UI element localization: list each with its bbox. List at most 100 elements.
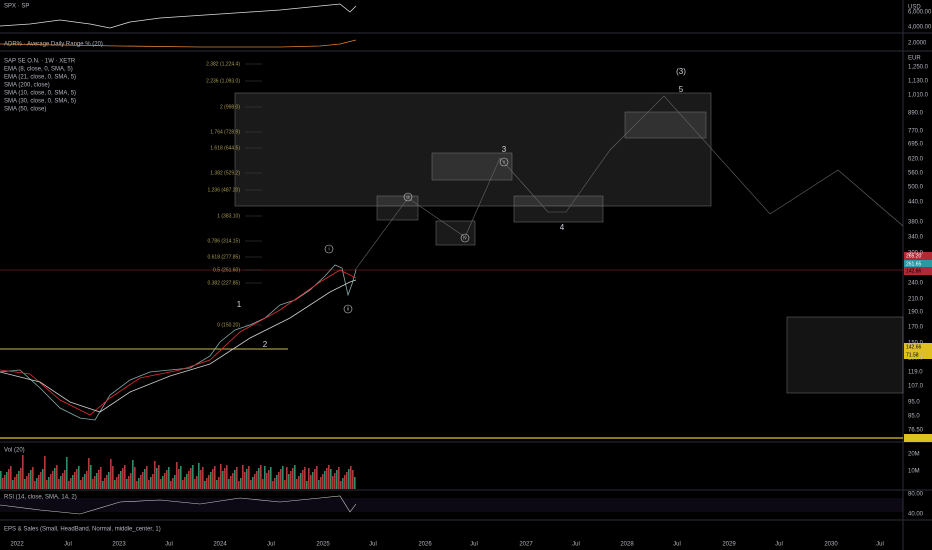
fib-label: 1.764 (728.9) xyxy=(210,129,240,135)
volume-bar xyxy=(174,475,176,489)
axis-tick: 500.0 xyxy=(908,185,924,191)
volume-bar xyxy=(28,473,30,489)
volume-bar xyxy=(88,458,90,489)
volume-bar xyxy=(234,470,236,489)
volume-bar xyxy=(22,455,24,489)
fib-label: 0 (150.20) xyxy=(217,322,240,328)
axis-tick: 340.0 xyxy=(908,235,924,241)
volume-bar xyxy=(26,476,28,489)
volume-bar xyxy=(304,467,306,489)
volume-bar xyxy=(346,472,348,489)
volume-bar xyxy=(6,472,8,489)
price-badge: 261.65 xyxy=(906,261,922,267)
fib-label: 0.618 (277.85) xyxy=(207,254,240,260)
volume-bar xyxy=(232,473,234,489)
axis-tick: 1,250.0 xyxy=(908,65,929,71)
wave-label: i xyxy=(328,246,329,252)
volume-bar xyxy=(298,476,300,489)
time-tick: Jul xyxy=(876,542,884,548)
wave-label: 5 xyxy=(679,85,684,94)
price-badge: 265.20 xyxy=(906,253,922,259)
volume-bar xyxy=(20,468,22,489)
axis-tick: 4,000.00 xyxy=(908,25,932,31)
volume-bar xyxy=(184,477,186,489)
time-tick: 2023 xyxy=(112,542,126,548)
volume-bar xyxy=(314,469,316,489)
badges xyxy=(904,252,932,442)
fib-label: 2.236 (1,093.0) xyxy=(206,78,240,84)
volume-bar xyxy=(198,463,200,489)
axis-unit: EUR xyxy=(908,56,921,62)
fib-label: 0.786 (314.15) xyxy=(207,238,240,244)
volume-bar xyxy=(322,474,324,489)
fib-label: 1.236 (487.20) xyxy=(207,187,240,193)
volume-bar xyxy=(320,477,322,489)
volume-bar xyxy=(116,477,118,489)
volume-bar xyxy=(68,481,70,489)
sma-line xyxy=(0,279,357,413)
volume-bar xyxy=(158,465,160,489)
volume-bar xyxy=(100,467,102,489)
axis-tick: 119.0 xyxy=(908,370,923,376)
wave-label: (3) xyxy=(676,67,686,76)
volume-bar xyxy=(122,468,124,489)
volume-bar xyxy=(186,474,188,489)
volume-bar xyxy=(170,481,172,489)
volume-bar xyxy=(12,480,14,489)
axis-tick: 890.0 xyxy=(908,111,924,117)
volume-bar xyxy=(280,469,282,489)
volume-bar xyxy=(242,465,244,489)
volume-bar xyxy=(152,474,154,489)
volume-bar xyxy=(332,476,334,489)
volume-bar xyxy=(136,481,138,489)
time-tick: 2026 xyxy=(418,542,432,548)
axis-tick: 440.0 xyxy=(908,200,924,206)
panel-title: RSI (14, close, SMA, 14, 2) xyxy=(4,495,77,501)
axis-tick: 210.0 xyxy=(908,297,924,303)
volume-bar xyxy=(178,469,180,489)
volume-bar xyxy=(272,481,274,489)
volume-bar xyxy=(46,480,48,489)
spx-line xyxy=(0,3,357,29)
volume-bar xyxy=(34,481,36,489)
volume-bar xyxy=(102,481,104,489)
volume-bar xyxy=(156,468,158,489)
wave-label: 1 xyxy=(237,300,242,309)
volume-bar xyxy=(130,473,132,489)
volume-bar xyxy=(76,469,78,489)
axis-tick: 240.0 xyxy=(908,281,924,287)
volume-bar xyxy=(164,473,166,489)
volume-bar xyxy=(66,457,68,489)
volume-bar xyxy=(340,481,342,489)
volume-bar xyxy=(202,467,204,489)
volume-bar xyxy=(336,470,338,489)
volume-bar xyxy=(236,467,238,489)
volume-bar xyxy=(238,481,240,489)
volume-bar xyxy=(214,466,216,489)
volume-bar xyxy=(64,470,66,489)
volume-bar xyxy=(148,480,150,489)
axis-tick: 380.0 xyxy=(908,220,924,226)
volume-bar xyxy=(330,469,332,489)
volume-bar xyxy=(120,471,122,489)
legend-title: SAP SE O.N. · 1W · XETR xyxy=(4,59,76,65)
volume-bar xyxy=(244,472,246,489)
volume-bar xyxy=(350,466,352,489)
volume-bar xyxy=(224,468,226,489)
rsi-line xyxy=(0,495,357,515)
price-badge: 71.58 xyxy=(906,352,919,358)
time-tick: Jul xyxy=(64,542,72,548)
volume-bar xyxy=(114,480,116,489)
axis-tick: 76.50 xyxy=(908,428,924,434)
axis-tick: 300.0 xyxy=(908,251,924,257)
volume-bar xyxy=(124,465,126,489)
volume-bar xyxy=(84,474,86,489)
time-tick: Jul xyxy=(165,542,173,548)
volume-bar xyxy=(316,466,318,489)
axis-tick: 6,000.00 xyxy=(908,10,932,16)
volume-bar xyxy=(210,472,212,489)
time-tick: Jul xyxy=(369,542,377,548)
time-tick: 2024 xyxy=(213,542,227,548)
volume-bar xyxy=(10,466,12,489)
volume-bar xyxy=(254,474,256,489)
